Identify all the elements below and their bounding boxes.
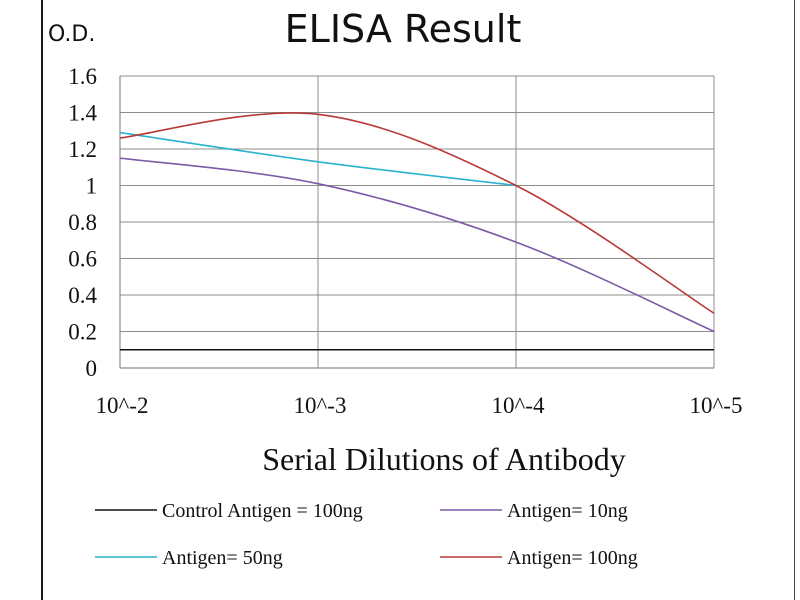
legend: Control Antigen = 100ng Antigen= 10ng Anti…: [95, 500, 638, 569]
x-tick-label: 10^-5: [690, 393, 743, 418]
y-tick-label: 1.6: [68, 64, 97, 89]
legend-label: Antigen= 100ng: [507, 547, 638, 569]
x-tick-label: 10^-3: [294, 393, 347, 418]
x-axis-title: Serial Dilutions of Antibody: [262, 441, 626, 477]
chart-title: ELISA Result: [285, 7, 522, 51]
legend-label: Antigen= 10ng: [507, 500, 628, 522]
series-line: [119, 112, 715, 314]
y-tick-label: 0.4: [68, 283, 97, 308]
y-tick-labels: 0 0.2 0.4 0.6 0.8 1 1.2 1.4 1.6: [68, 64, 97, 381]
y-tick-label: 0: [86, 356, 98, 381]
y-tick-label: 0.6: [68, 247, 97, 272]
y-axis-label: O.D.: [48, 22, 95, 47]
y-tick-label: 1.4: [68, 101, 97, 126]
series-layer: [119, 112, 715, 351]
y-tick-label: 1: [86, 174, 98, 199]
series-line: [119, 157, 715, 333]
legend-label: Antigen= 50ng: [162, 547, 283, 569]
x-tick-label: 10^-4: [492, 393, 545, 418]
y-tick-label: 0.8: [68, 210, 97, 235]
x-tick-label: 10^-2: [96, 393, 149, 418]
y-tick-label: 1.2: [68, 137, 97, 162]
series-line: [119, 131, 517, 187]
x-tick-labels: 10^-2 10^-3 10^-4 10^-5: [96, 393, 743, 418]
y-tick-label: 0.2: [68, 320, 97, 345]
legend-label: Control Antigen = 100ng: [162, 500, 363, 522]
grid-layer: [119, 75, 715, 369]
chart-frame: [41, 0, 795, 600]
